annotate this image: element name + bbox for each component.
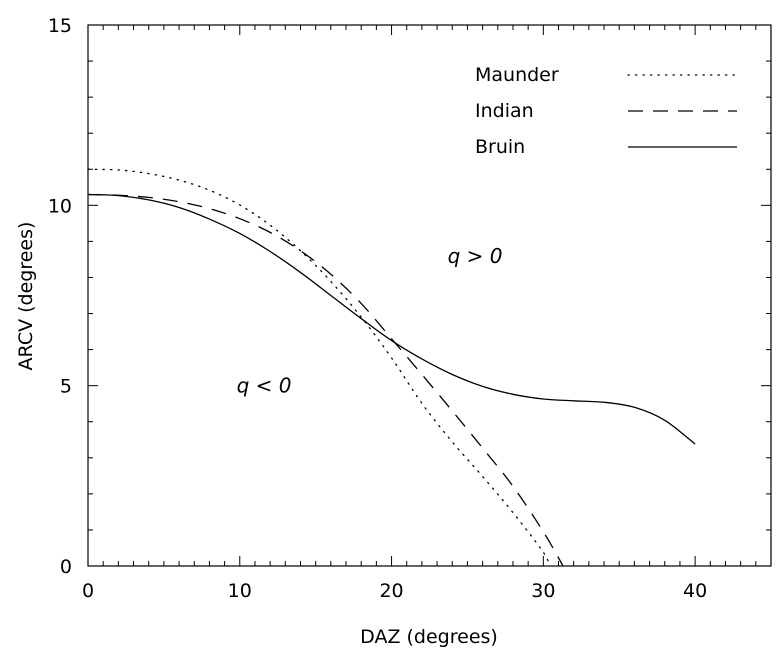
x-tick-label: 20 [379,580,403,602]
series-line-indian [87,193,564,567]
tick-labels: 0 10 20 30 40 0 5 10 15 [48,15,707,602]
axis-ticks [87,24,772,567]
region-annotation: q > 0 [448,244,503,268]
y-tick-label: 15 [48,15,72,37]
legend-label-indian: Indian [475,100,534,122]
legend-label-maunder: Maunder [475,64,559,86]
x-tick-label: 30 [531,580,555,602]
annotations: q > 0 q < 0 [237,244,503,398]
x-axis-label: DAZ (degrees) [360,626,498,648]
x-tick-label: 0 [82,580,94,602]
plot-border [87,24,772,567]
series-line-bruin [87,193,696,445]
x-tick-label: 10 [228,580,252,602]
plot-frame [87,24,772,567]
legend: Maunder Indian Bruin [475,64,738,158]
region-annotation: q < 0 [237,374,292,398]
x-tick-label: 40 [683,580,707,602]
y-tick-label: 0 [60,556,72,578]
y-tick-label: 5 [60,376,72,398]
legend-label-bruin: Bruin [475,136,525,158]
series-line-maunder [87,168,551,567]
y-axis-label: ARCV (degrees) [15,222,37,371]
y-tick-label: 10 [48,195,72,217]
series-lines [87,168,696,567]
